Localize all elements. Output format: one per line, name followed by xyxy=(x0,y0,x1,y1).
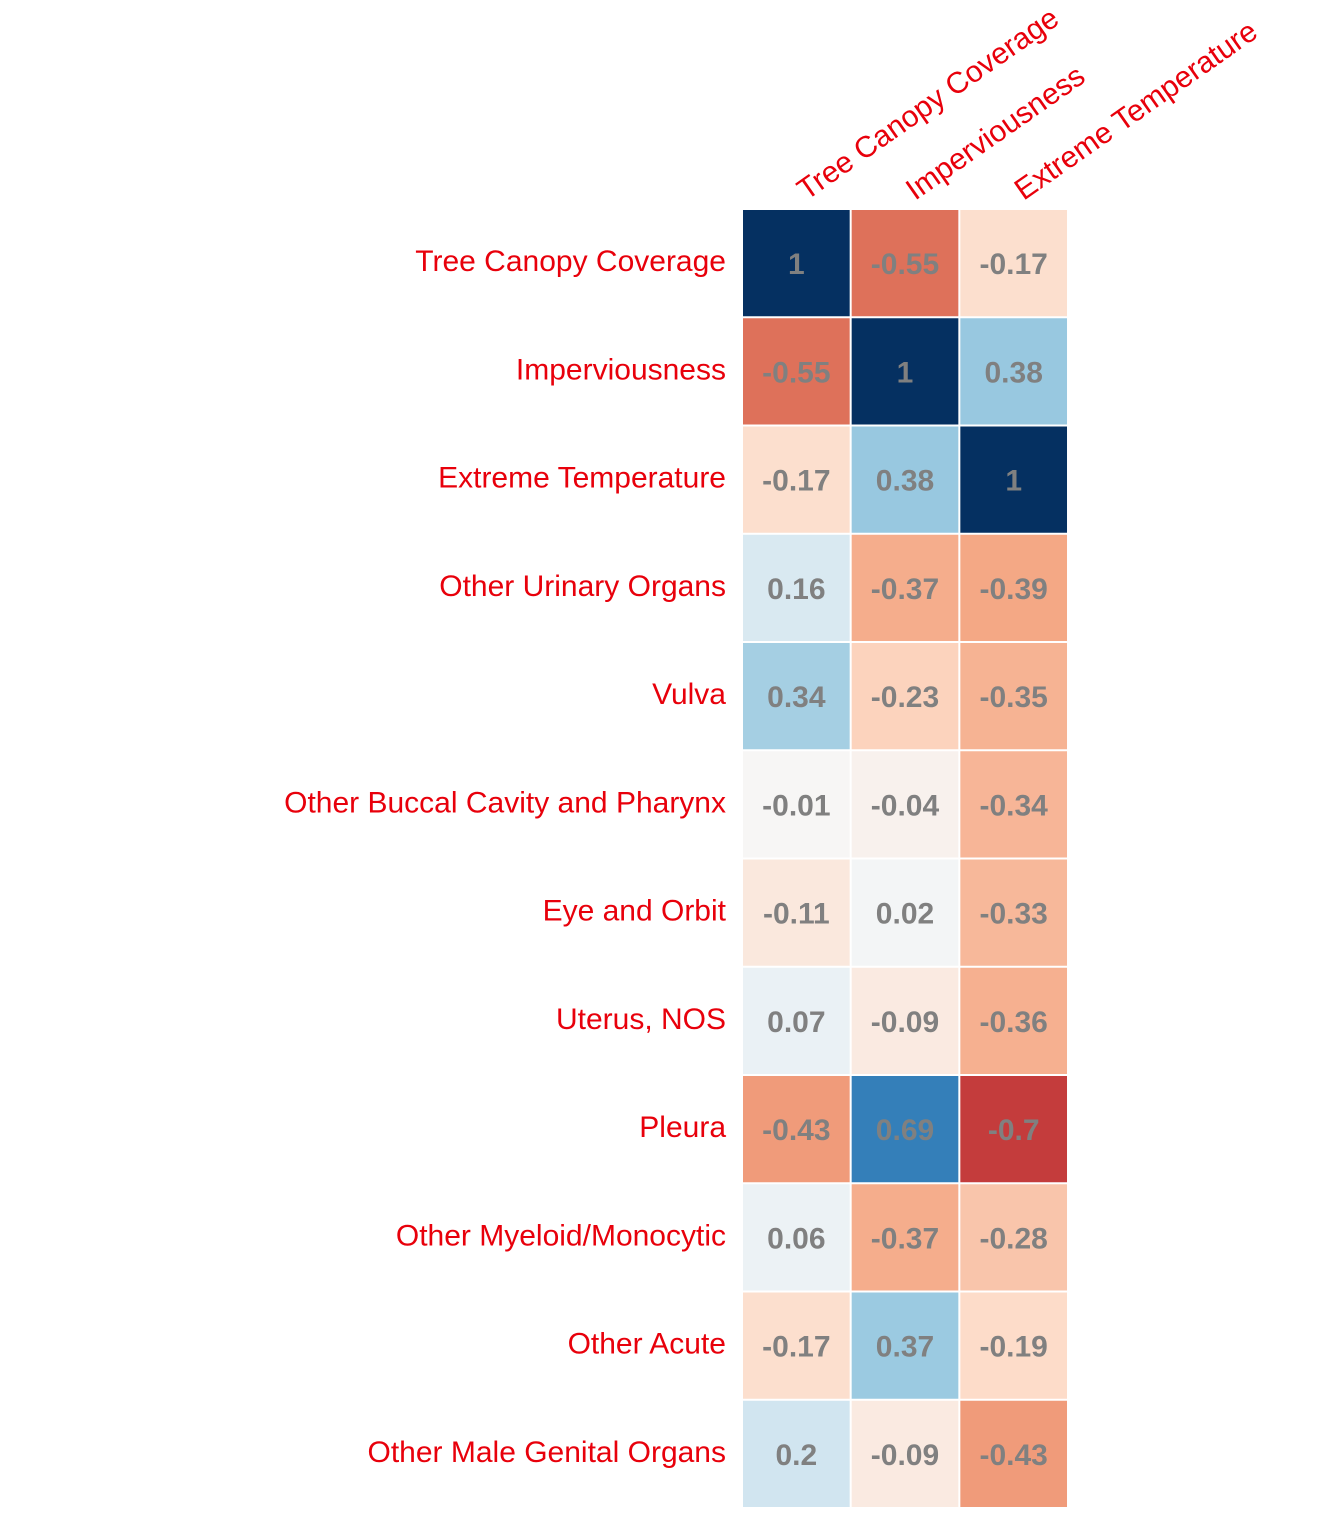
cell-value-label: -0.23 xyxy=(871,681,939,714)
heatmap-cell-other-acute-tree-canopy-coverage xyxy=(743,1292,850,1399)
cell-value-label: 0.34 xyxy=(767,681,826,714)
cell-value-label: -0.39 xyxy=(979,573,1047,606)
heatmap-cell-vulva-tree-canopy-coverage xyxy=(743,643,850,750)
heatmap-cell-imperviousness-extreme-temperature xyxy=(960,318,1068,425)
heatmap-cell-other-male-genital-organs-imperviousness xyxy=(851,1400,959,1507)
column-label-imperviousness: Imperviousness xyxy=(900,59,1091,207)
cell-value-label: -0.19 xyxy=(979,1331,1047,1364)
heatmap-cell-other-male-genital-organs-tree-canopy-coverage xyxy=(743,1400,850,1507)
heatmap-cell-other-urinary-organs-extreme-temperature xyxy=(960,534,1068,641)
heatmap-cell-eye-and-orbit-extreme-temperature xyxy=(960,859,1068,966)
cell-value-label: 0.38 xyxy=(984,356,1042,389)
cell-value-label: -0.04 xyxy=(871,789,940,822)
heatmap-cell-other-acute-extreme-temperature xyxy=(960,1292,1068,1399)
cell-value-label: -0.28 xyxy=(979,1222,1047,1255)
cell-value-label: 1 xyxy=(1005,465,1022,498)
heatmap-cell-extreme-temperature-extreme-temperature xyxy=(960,426,1068,533)
cell-value-label: -0.35 xyxy=(979,681,1047,714)
heatmap-cell-vulva-extreme-temperature xyxy=(960,643,1068,750)
row-labels: Tree Canopy Coverage Imperviousness Extrem… xyxy=(284,245,727,1469)
heatmap-cell-uterus-nos-imperviousness xyxy=(851,967,959,1074)
heatmap-cell-imperviousness-imperviousness xyxy=(851,318,959,425)
heatmap-cell-eye-and-orbit-imperviousness xyxy=(851,859,959,966)
column-labels: Tree Canopy CoverageImperviousnessExtrem… xyxy=(791,1,1263,206)
cell-value-label: 0.02 xyxy=(876,898,934,931)
cell-value-label: -0.36 xyxy=(979,1006,1047,1039)
cell-value-label: 0.37 xyxy=(876,1331,934,1364)
heatmap-cell-tree-canopy-coverage-tree-canopy-coverage xyxy=(743,210,850,317)
heatmap-cell-uterus-nos-tree-canopy-coverage xyxy=(743,967,850,1074)
heatmap-cell-other-buccal-cavity-and-pharynx-extreme-temperature xyxy=(960,751,1068,858)
row-label-other-myeloid-monocytic: Other Myeloid/Monocytic xyxy=(396,1219,726,1252)
cell-value-label: 0.2 xyxy=(775,1439,817,1472)
cell-value-label: -0.11 xyxy=(763,898,830,931)
cell-value-label: 0.07 xyxy=(767,1006,825,1039)
heatmap-cell-tree-canopy-coverage-extreme-temperature xyxy=(960,210,1068,317)
heatmap-cell-other-acute-imperviousness xyxy=(851,1292,959,1399)
cell-value-label: -0.55 xyxy=(871,248,939,281)
heatmap-cell-other-buccal-cavity-and-pharynx-tree-canopy-coverage xyxy=(743,751,850,858)
heatmap-cell-extreme-temperature-tree-canopy-coverage xyxy=(743,426,850,533)
cell-value-label: 0.38 xyxy=(876,465,934,498)
cell-value-label: 0.69 xyxy=(876,1114,934,1147)
heatmap-cell-tree-canopy-coverage-imperviousness xyxy=(851,210,959,317)
cell-value-label: -0.43 xyxy=(762,1114,830,1147)
row-label-tree-canopy-coverage: Tree Canopy Coverage xyxy=(415,245,726,278)
cell-value-label: -0.17 xyxy=(762,1331,830,1364)
row-label-other-male-genital-organs: Other Male Genital Organs xyxy=(368,1436,727,1469)
row-label-other-acute: Other Acute xyxy=(568,1328,726,1361)
heatmap-cell-other-myeloid-monocytic-extreme-temperature xyxy=(960,1184,1068,1291)
heatmap-cell-other-urinary-organs-imperviousness xyxy=(851,534,959,641)
cell-value-label: -0.17 xyxy=(762,465,830,498)
heatmap-cell-other-myeloid-monocytic-imperviousness xyxy=(851,1184,959,1291)
cell-value-label: -0.7 xyxy=(988,1114,1040,1147)
cell-value-label: -0.33 xyxy=(979,898,1047,931)
heatmap-cell-eye-and-orbit-tree-canopy-coverage xyxy=(743,859,850,966)
cell-value-label: -0.43 xyxy=(979,1439,1047,1472)
heatmap-cell-pleura-extreme-temperature xyxy=(960,1076,1068,1183)
heatmap-cell-pleura-imperviousness xyxy=(851,1076,959,1183)
heatmap-cell-other-urinary-organs-tree-canopy-coverage xyxy=(743,534,850,641)
heatmap-cell-other-male-genital-organs-extreme-temperature xyxy=(960,1400,1068,1507)
row-label-extreme-temperature: Extreme Temperature xyxy=(438,462,726,495)
heatmap-cell-extreme-temperature-imperviousness xyxy=(851,426,959,533)
cell-value-label: 1 xyxy=(897,356,914,389)
cell-annotations: 1 -0.55 -0.17 -0.55 1 0.38 -0.17 0.38 1 0.16 -0.37… xyxy=(762,248,1048,1472)
cell-value-label: -0.01 xyxy=(762,789,830,822)
cell-value-label: -0.17 xyxy=(979,248,1047,281)
cell-value-label: -0.37 xyxy=(871,1222,939,1255)
heatmap-cell-uterus-nos-extreme-temperature xyxy=(960,967,1068,1074)
row-label-other-buccal-cavity-and-pharynx: Other Buccal Cavity and Pharynx xyxy=(284,786,726,819)
heatmap-cells xyxy=(743,210,1068,1507)
row-label-vulva: Vulva xyxy=(652,678,726,711)
cell-value-label: -0.34 xyxy=(979,789,1048,822)
heatmap-cell-vulva-imperviousness xyxy=(851,643,959,750)
cell-value-label: -0.55 xyxy=(762,356,830,389)
row-label-uterus-nos: Uterus, NOS xyxy=(556,1003,726,1036)
heatmap-cell-pleura-tree-canopy-coverage xyxy=(743,1076,850,1183)
cell-value-label: 0.06 xyxy=(767,1222,825,1255)
cell-value-label: -0.09 xyxy=(871,1006,939,1039)
cell-value-label: 0.16 xyxy=(767,573,825,606)
cell-value-label: -0.37 xyxy=(871,573,939,606)
heatmap-cell-imperviousness-tree-canopy-coverage xyxy=(743,318,850,425)
row-label-imperviousness: Imperviousness xyxy=(516,353,726,386)
cell-value-label: -0.09 xyxy=(871,1439,939,1472)
heatmap-cell-other-buccal-cavity-and-pharynx-imperviousness xyxy=(851,751,959,858)
row-label-eye-and-orbit: Eye and Orbit xyxy=(543,895,727,928)
row-label-other-urinary-organs: Other Urinary Organs xyxy=(439,570,726,603)
row-label-pleura: Pleura xyxy=(639,1111,726,1144)
cell-value-label: 1 xyxy=(788,248,805,281)
heatmap-cell-other-myeloid-monocytic-tree-canopy-coverage xyxy=(743,1184,850,1291)
